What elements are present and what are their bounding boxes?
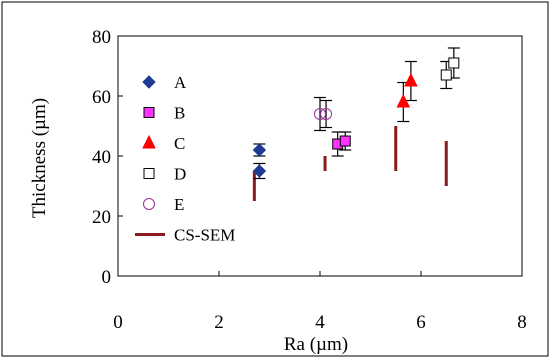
- x-tick-label: 2: [214, 312, 224, 333]
- data-point-d: [448, 57, 460, 69]
- y-axis-title: Thickness (µm): [29, 98, 50, 218]
- data-point-b: [339, 135, 351, 147]
- data-point-e: [320, 108, 333, 120]
- x-tick-label: 4: [315, 312, 325, 333]
- x-tick-label: 6: [416, 312, 426, 333]
- data-point-c: [396, 93, 411, 108]
- legend-label-d: D: [174, 165, 186, 184]
- data-point-e: [314, 108, 326, 120]
- data-point-c: [404, 72, 418, 87]
- data-point-a: [252, 143, 267, 157]
- y-tick-label: 80: [92, 27, 111, 48]
- legend-label-cs-sem: CS-SEM: [174, 226, 235, 245]
- chart-marks: [252, 47, 460, 201]
- x-tick-label: 8: [517, 312, 527, 333]
- y-tick-label: 60: [92, 87, 111, 108]
- legend-marker-c: [142, 134, 156, 149]
- legend-marker-b: [143, 107, 155, 118]
- legend-label-c: C: [174, 134, 185, 153]
- legend-marker-e: [143, 198, 155, 210]
- legend-marker-d: [143, 168, 155, 179]
- x-tick-label: 0: [113, 312, 123, 333]
- legend-label-a: A: [174, 73, 187, 92]
- legend-label-b: B: [174, 104, 185, 123]
- y-tick-label: 20: [92, 207, 111, 228]
- axes: 0 20 40 60 80 0 2 4 6 8: [92, 27, 527, 333]
- data-point-a: [252, 164, 267, 178]
- legend-marker-a: [142, 75, 156, 89]
- legend-label-e: E: [174, 195, 184, 214]
- y-tick-label: 40: [92, 147, 111, 168]
- y-tick-label: 0: [102, 267, 112, 288]
- data-point-d: [440, 69, 452, 81]
- x-axis-title: Ra (µm): [284, 334, 348, 355]
